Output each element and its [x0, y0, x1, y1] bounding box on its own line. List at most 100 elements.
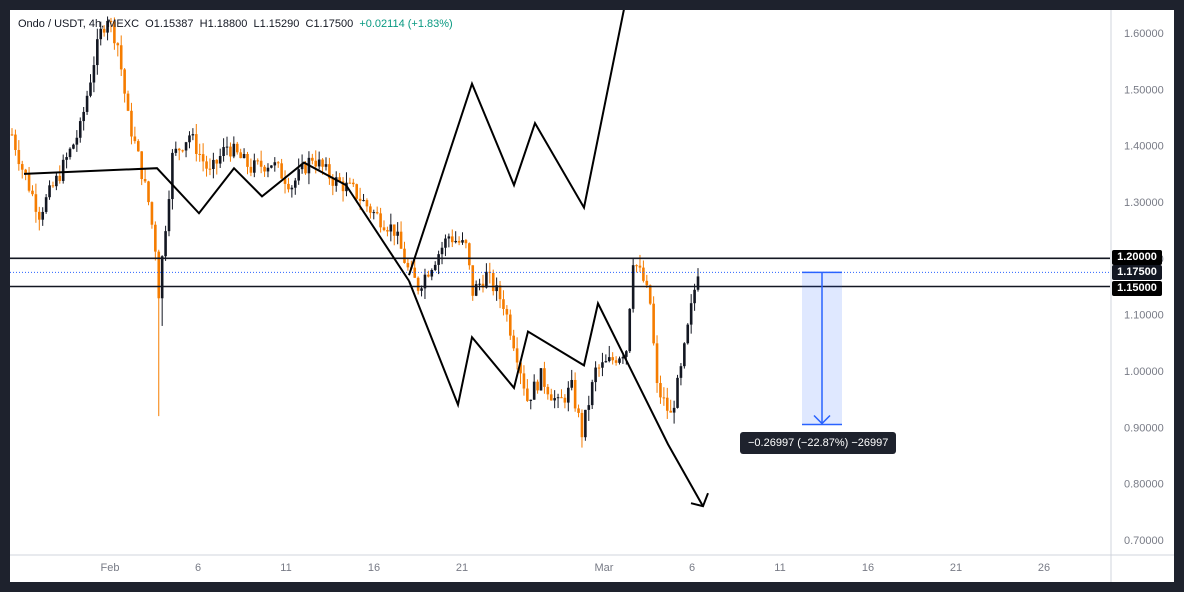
candle-body: [543, 368, 546, 387]
legend-close-key: C: [305, 18, 314, 30]
candle-body: [450, 236, 454, 243]
candle-body: [27, 174, 31, 191]
candle-body: [270, 165, 273, 168]
candle-body: [102, 28, 106, 33]
candle-body: [594, 367, 597, 383]
candle-body: [553, 398, 556, 401]
candle-body: [14, 134, 17, 150]
candle-body: [669, 410, 672, 413]
candle-body: [683, 343, 686, 367]
candle-body: [311, 157, 314, 161]
time-tick-label: 26: [1038, 562, 1050, 574]
legend-low-key: L: [253, 18, 260, 30]
candle-body: [293, 180, 297, 188]
candle-body: [48, 185, 51, 198]
candle-body: [416, 277, 420, 291]
candle-body: [392, 224, 396, 236]
candle-body: [331, 178, 335, 186]
candle-body: [191, 134, 195, 136]
legend-symbol: Ondo / USDT, 4h, MEXC: [18, 18, 140, 30]
candle-body: [625, 351, 628, 357]
candle-body: [560, 397, 563, 399]
candle-body: [290, 187, 294, 190]
candle-body: [44, 197, 48, 212]
candle-body: [662, 397, 666, 399]
candle-body: [160, 256, 164, 299]
price-tick-label: 1.00000: [1124, 366, 1164, 378]
legend-open-key: O: [145, 18, 154, 30]
candle-body: [78, 121, 82, 138]
candle-body: [317, 159, 321, 167]
candle-body: [140, 151, 143, 180]
candle-body: [505, 308, 509, 315]
candle-body: [508, 314, 512, 336]
candle-body: [362, 200, 365, 202]
candle-body: [184, 142, 188, 151]
candle-body: [488, 271, 492, 273]
candle-body: [546, 386, 550, 395]
candle-body: [72, 144, 75, 149]
candle-body: [607, 357, 611, 362]
candle-body: [229, 146, 232, 157]
price-chart[interactable]: 1.60000 1.50000 1.40000 1.30000 1.20000 1.100…: [10, 10, 1174, 582]
candle-body: [34, 194, 38, 212]
candle-body: [65, 157, 68, 160]
candle-body: [529, 399, 533, 401]
measure-arrow-head: [813, 414, 831, 425]
candle-body: [109, 20, 113, 22]
candle-body: [201, 154, 205, 162]
candle-body: [526, 388, 529, 401]
candle-body: [522, 373, 526, 389]
candle-body: [222, 147, 225, 157]
candle-body: [92, 65, 96, 83]
candle-body: [580, 412, 584, 438]
candle-body: [686, 324, 690, 344]
candle-body: [328, 164, 331, 179]
chart-frame: 1.60000 1.50000 1.40000 1.30000 1.20000 1.100…: [10, 10, 1174, 582]
candle-body: [386, 230, 389, 232]
candle-body: [447, 236, 451, 239]
candle-body: [212, 159, 215, 169]
candle-body: [515, 348, 519, 363]
candle-body: [154, 224, 157, 252]
time-tick-label: 21: [456, 562, 468, 574]
candle-body: [205, 161, 208, 169]
time-tick-label: 16: [368, 562, 380, 574]
candle-body: [119, 45, 123, 70]
candle-body: [143, 179, 147, 182]
time-tick-label: 6: [195, 562, 201, 574]
candle-body: [266, 167, 270, 172]
projection-path-upper: [408, 10, 625, 276]
candle-body: [171, 152, 174, 200]
candle-body: [126, 93, 130, 111]
candle-body: [519, 362, 522, 374]
candle-body: [174, 148, 178, 153]
candle-body: [406, 262, 410, 268]
candle-body: [348, 182, 352, 184]
candle-body: [389, 224, 393, 232]
candle-body: [481, 283, 485, 288]
price-tag-lower: 1.15000: [1112, 280, 1162, 296]
candle-body: [239, 152, 242, 159]
candle-body: [273, 162, 277, 166]
candle-body: [321, 159, 324, 167]
projection-path-lower: [408, 280, 704, 507]
candle-body: [58, 175, 62, 181]
price-tick-label: 0.80000: [1124, 479, 1164, 491]
candle-body: [123, 69, 126, 94]
candle-body: [659, 383, 662, 398]
candle-body: [512, 335, 516, 349]
candle-body: [55, 175, 58, 187]
candle-body: [379, 213, 382, 228]
candle-body: [225, 146, 229, 148]
legend-open-value: 1.15387: [153, 18, 194, 30]
candle-body: [355, 184, 359, 199]
candle-body: [375, 212, 379, 214]
candle-body: [341, 181, 345, 192]
candle-body: [38, 211, 41, 220]
candle-body: [437, 254, 440, 265]
candle-body: [430, 269, 434, 277]
candle-body: [498, 285, 502, 300]
candle-body: [369, 206, 372, 213]
candle-body: [478, 283, 481, 285]
